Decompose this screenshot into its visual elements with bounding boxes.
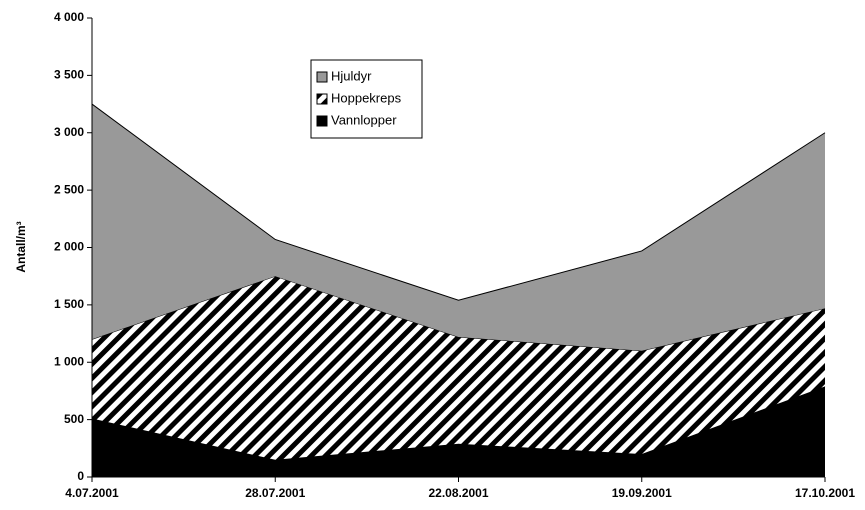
x-tick-label: 19.09.2001	[612, 486, 672, 500]
legend-swatch	[316, 71, 328, 83]
area-edge	[91, 385, 826, 461]
area-edge	[91, 103, 826, 301]
y-tick-label: 2 000	[54, 240, 84, 254]
legend-label: Vannlopper	[331, 112, 397, 127]
y-tick-label: 3 000	[54, 125, 84, 139]
legend-swatch	[316, 93, 328, 105]
y-tick-label: 4 000	[54, 10, 84, 24]
legend-box	[310, 59, 423, 139]
x-tick-label: 28.07.2001	[245, 486, 305, 500]
legend-label: Hoppekreps	[331, 90, 402, 105]
legend-label: Hjuldyr	[331, 68, 372, 83]
x-tick-label: 4.07.2001	[65, 486, 119, 500]
y-tick-label: 500	[64, 412, 84, 426]
x-tick-label: 22.08.2001	[428, 486, 488, 500]
x-tick-label: 17.10.2001	[795, 486, 855, 500]
y-axis-label: Antall/m³	[14, 221, 28, 272]
legend-swatch	[316, 115, 328, 127]
y-tick-label: 1 500	[54, 297, 84, 311]
area	[92, 276, 825, 460]
y-tick-label: 2 500	[54, 182, 84, 196]
y-tick-label: 0	[77, 469, 84, 483]
y-tick-label: 3 500	[54, 68, 84, 82]
y-tick-label: 1 000	[54, 354, 84, 368]
area	[92, 104, 825, 351]
